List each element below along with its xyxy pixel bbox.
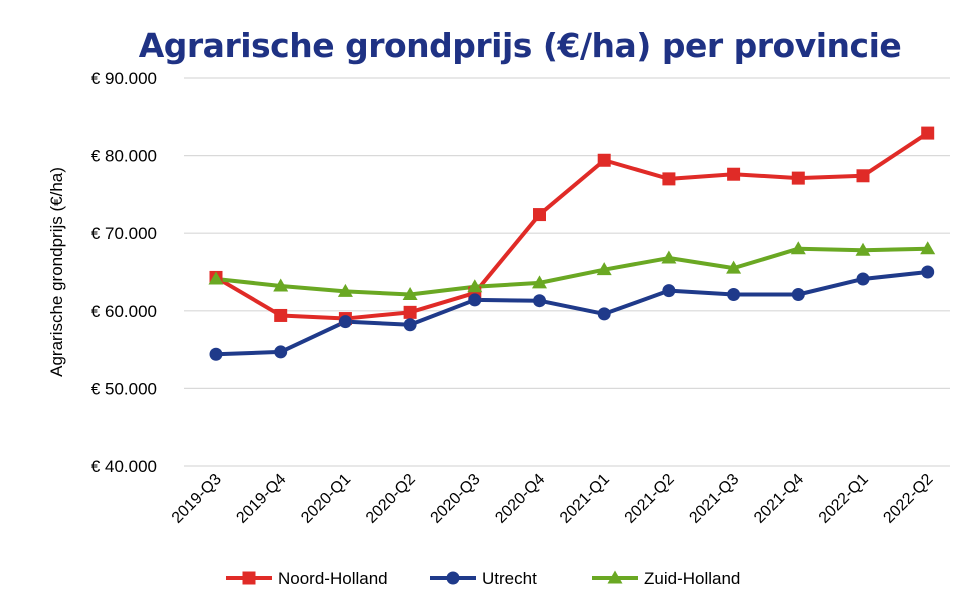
legend-label: Noord-Holland <box>278 569 388 588</box>
data-point-triangle <box>402 287 418 301</box>
x-tick-label: 2021-Q4 <box>751 471 807 527</box>
x-tick-label: 2021-Q1 <box>557 471 613 527</box>
y-tick-label: € 90.000 <box>91 69 157 88</box>
data-point-triangle <box>467 279 483 293</box>
data-point-square <box>403 305 417 319</box>
data-point-triangle <box>855 242 871 256</box>
data-point-circle <box>921 265 935 279</box>
series-lines <box>214 131 930 357</box>
data-point-circle <box>662 284 676 298</box>
y-tick-label: € 70.000 <box>91 224 157 243</box>
data-point-square <box>921 126 935 140</box>
x-tick-label: 2020-Q1 <box>298 471 354 527</box>
data-point-square <box>662 172 676 186</box>
legend-label: Utrecht <box>482 569 537 588</box>
data-point-square <box>242 571 256 585</box>
chart-title: Agrarische grondprijs (€/ha) per provinc… <box>138 26 902 65</box>
series-line-noord-holland <box>214 131 930 321</box>
data-point-square <box>597 153 611 167</box>
data-point-triangle <box>596 262 612 276</box>
data-point-circle <box>533 294 546 308</box>
y-tick-label: € 50.000 <box>91 379 157 398</box>
data-point-circle <box>856 272 870 286</box>
data-point-triangle <box>273 278 289 292</box>
series-line-utrecht <box>214 270 930 357</box>
y-axis-title: Agrarische grondprijs (€/ha) <box>47 167 66 377</box>
data-point-triangle <box>607 570 623 584</box>
series-markers <box>208 126 936 361</box>
y-tick-label: € 60.000 <box>91 302 157 321</box>
data-point-triangle <box>532 275 547 289</box>
data-point-circle <box>274 345 288 359</box>
x-tick-label: 2020-Q4 <box>492 471 548 527</box>
x-tick-label: 2020-Q2 <box>363 471 419 527</box>
legend-item: Noord-Holland <box>226 569 388 588</box>
data-point-square <box>856 169 870 183</box>
data-point-triangle <box>726 260 742 274</box>
legend-label: Zuid-Holland <box>644 569 740 588</box>
legend-item: Utrecht <box>430 569 537 588</box>
data-point-circle <box>209 347 223 361</box>
series-line-zuid-holland <box>214 246 930 297</box>
x-tick-label: 2021-Q3 <box>686 471 742 527</box>
x-tick-label: 2019-Q3 <box>169 471 225 527</box>
data-point-square <box>791 171 805 185</box>
data-point-circle <box>727 288 741 302</box>
data-point-square <box>533 208 546 222</box>
data-point-circle <box>446 571 460 585</box>
data-point-square <box>727 167 741 181</box>
data-point-triangle <box>208 271 224 285</box>
x-tick-label: 2021-Q2 <box>622 471 678 527</box>
data-point-circle <box>597 307 611 321</box>
data-point-triangle <box>337 283 353 297</box>
y-tick-labels: € 40.000 € 50.000 € 60.000 € 70.000 € 80.000… <box>91 69 157 476</box>
gridlines <box>184 77 950 467</box>
y-tick-label: € 40.000 <box>91 457 157 476</box>
legend-item: Zuid-Holland <box>592 569 740 588</box>
data-point-circle <box>338 315 352 329</box>
data-point-circle <box>468 293 482 307</box>
data-point-triangle <box>661 250 677 264</box>
data-point-circle <box>791 288 805 302</box>
x-tick-label: 2020-Q3 <box>428 471 484 527</box>
x-tick-labels: 2019-Q3 2019-Q4 2020-Q1 2020-Q2 2020-Q3 2020-… <box>169 471 937 527</box>
y-tick-label: € 80.000 <box>91 147 157 166</box>
data-point-triangle <box>790 241 806 255</box>
legend: Noord-Holland Utrecht Zuid-Holland <box>226 569 740 588</box>
x-tick-label: 2022-Q1 <box>816 471 872 527</box>
data-point-square <box>274 308 288 322</box>
x-tick-label: 2019-Q4 <box>233 471 289 527</box>
x-tick-label: 2022-Q2 <box>880 471 936 527</box>
data-point-triangle <box>920 241 936 255</box>
data-point-circle <box>403 318 417 332</box>
